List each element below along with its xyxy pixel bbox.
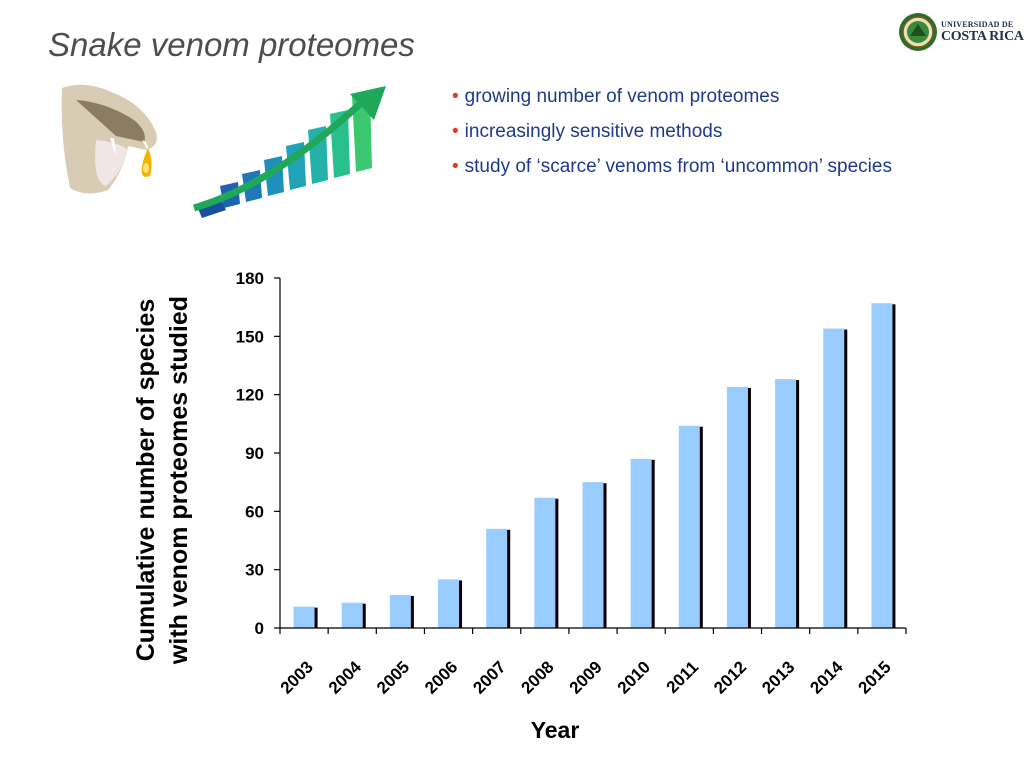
x-tick-label: 2006: [421, 657, 461, 697]
bar: [726, 386, 748, 628]
bar: [438, 579, 460, 628]
x-tick-label: 2012: [710, 657, 750, 697]
y-tick-label: 150: [236, 327, 264, 346]
x-tick-label: 2014: [806, 657, 847, 698]
bullet-marker: •: [452, 156, 459, 177]
bar: [582, 482, 604, 628]
y-axis-title-line2: with venom proteomes studied: [165, 296, 193, 665]
bullet-item: • study of ‘scarce’ venoms from ‘uncommon…: [452, 156, 892, 178]
bar: [775, 379, 797, 628]
x-tick-label: 2004: [325, 657, 366, 698]
growth-chart-image: [193, 86, 386, 218]
x-tick-label: 2013: [758, 657, 798, 697]
bullet-item: • increasingly sensitive methods: [452, 121, 892, 143]
bar: [341, 602, 363, 628]
bar: [486, 528, 508, 628]
slide-title: Snake venom proteomes: [48, 26, 415, 63]
x-tick-label: 2015: [855, 657, 895, 697]
bullet-marker: •: [452, 121, 459, 142]
y-tick-label: 90: [245, 444, 264, 463]
bullet-text: study of ‘scarce’ venoms from ‘uncommon’…: [464, 156, 892, 177]
y-tick-label: 0: [255, 619, 264, 638]
bullet-marker: •: [452, 86, 459, 107]
bullet-text: increasingly sensitive methods: [464, 121, 723, 142]
y-tick-label: 120: [236, 386, 264, 405]
y-tick-label: 180: [236, 269, 264, 288]
x-tick-label: 2011: [663, 657, 703, 697]
bullet-item: • growing number of venom proteomes: [452, 86, 892, 108]
logo-text-university: UNIVERSIDAD DE: [941, 20, 1014, 29]
x-tick-label: 2010: [614, 657, 654, 697]
snake-head-image: [61, 84, 157, 194]
bullet-text: growing number of venom proteomes: [464, 86, 780, 107]
university-seal-icon: [899, 13, 937, 51]
bullet-list: • growing number of venom proteomes • incr…: [452, 86, 892, 191]
bar: [823, 328, 845, 628]
x-tick-label: 2009: [566, 657, 606, 697]
x-axis-title: Year: [531, 717, 580, 743]
university-logo: UNIVERSIDAD DE COSTA RICA: [898, 12, 1024, 56]
bar: [389, 594, 411, 628]
x-tick-label: 2005: [373, 657, 413, 697]
y-tick-label: 30: [245, 561, 264, 580]
y-tick-label: 60: [245, 502, 264, 521]
y-axis-title-line1: Cumulative number of species: [132, 299, 160, 662]
bar: [678, 425, 700, 628]
bar: [630, 458, 652, 628]
bar: [293, 606, 315, 628]
x-tick-label: 2003: [277, 657, 317, 697]
bar: [871, 303, 893, 628]
x-tick-label: 2008: [517, 657, 557, 697]
bar: [534, 497, 556, 628]
x-tick-label: 2007: [469, 657, 509, 697]
logo-text-costa-rica: COSTA RICA: [941, 29, 1024, 44]
